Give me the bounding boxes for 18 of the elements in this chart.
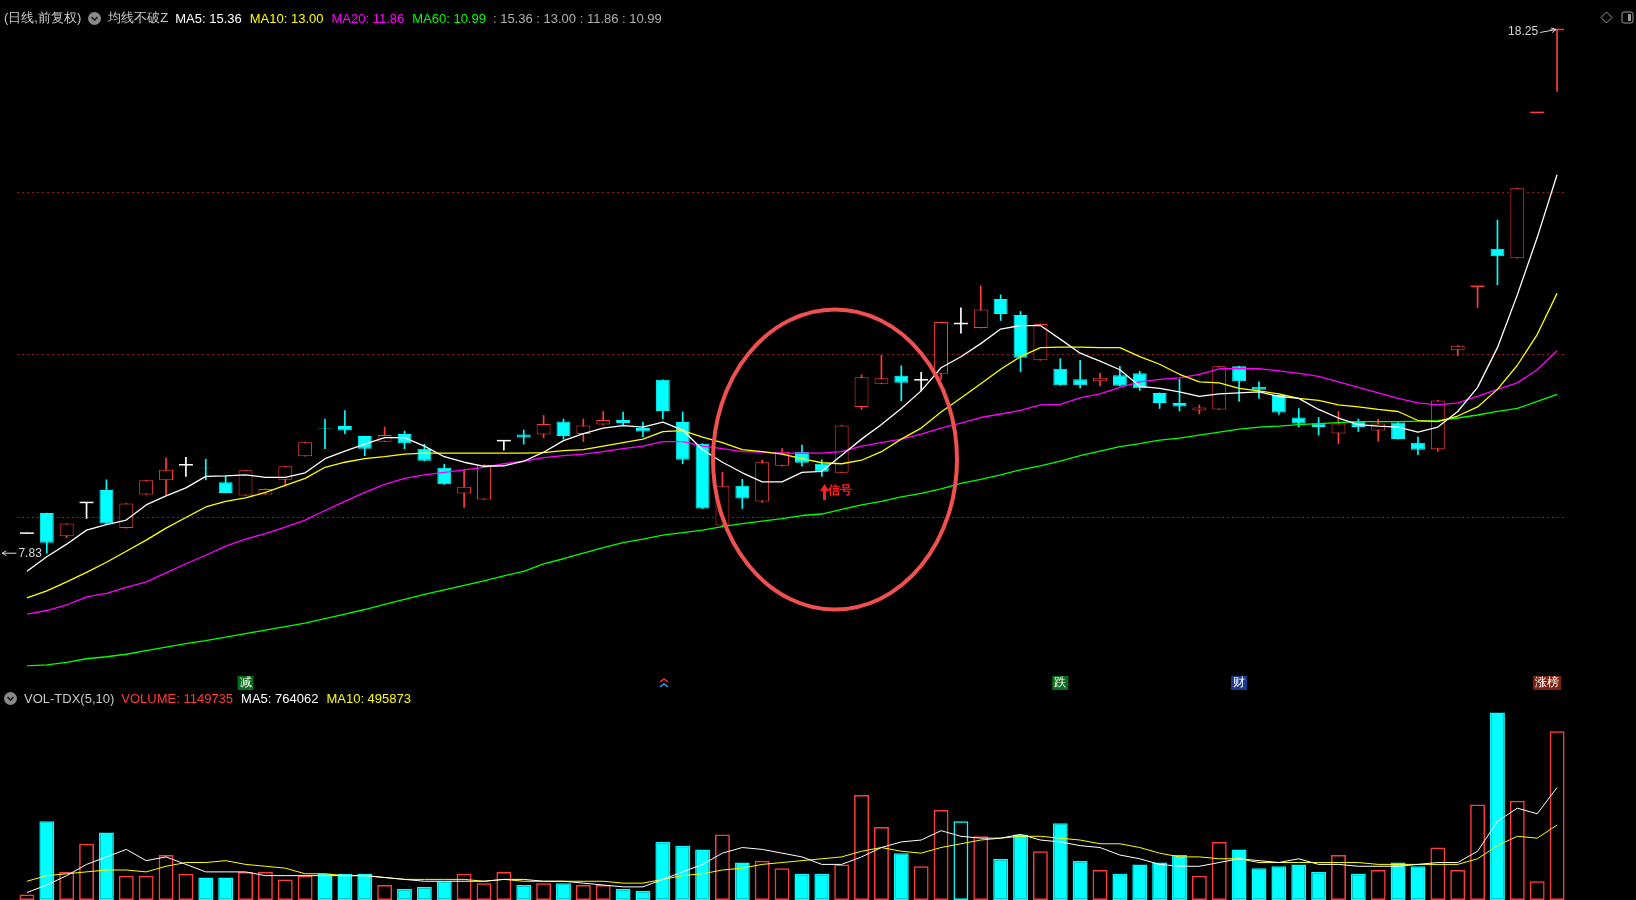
text: MA5: 764062 (241, 691, 319, 706)
chart-subtitle: 均线不破Z (108, 9, 169, 27)
chart-title: VOL-TDX(5,10) (24, 691, 115, 706)
text: MA5: 15.36 (175, 10, 242, 26)
text: 涨榜 (1535, 675, 1560, 690)
text: MA60: 10.99 (412, 10, 486, 26)
annotation: 18.25 (1508, 23, 1539, 38)
chart-title: (日线,前复权) (4, 9, 82, 27)
text: MA20: 11.86 (331, 10, 405, 26)
text: MA10: 495873 (326, 691, 412, 706)
annotation: 信号 (826, 483, 852, 498)
text: : 15.36 : 13.00 : 11.86 : 10.99 (492, 10, 662, 26)
text: 跌 (1054, 675, 1067, 690)
text: VOLUME: 1149735 (121, 691, 234, 706)
text: 财 (1233, 675, 1246, 690)
text: MA10: 13.00 (249, 10, 324, 26)
text: 减 (239, 675, 252, 690)
annotation: 7.83 (18, 545, 43, 560)
